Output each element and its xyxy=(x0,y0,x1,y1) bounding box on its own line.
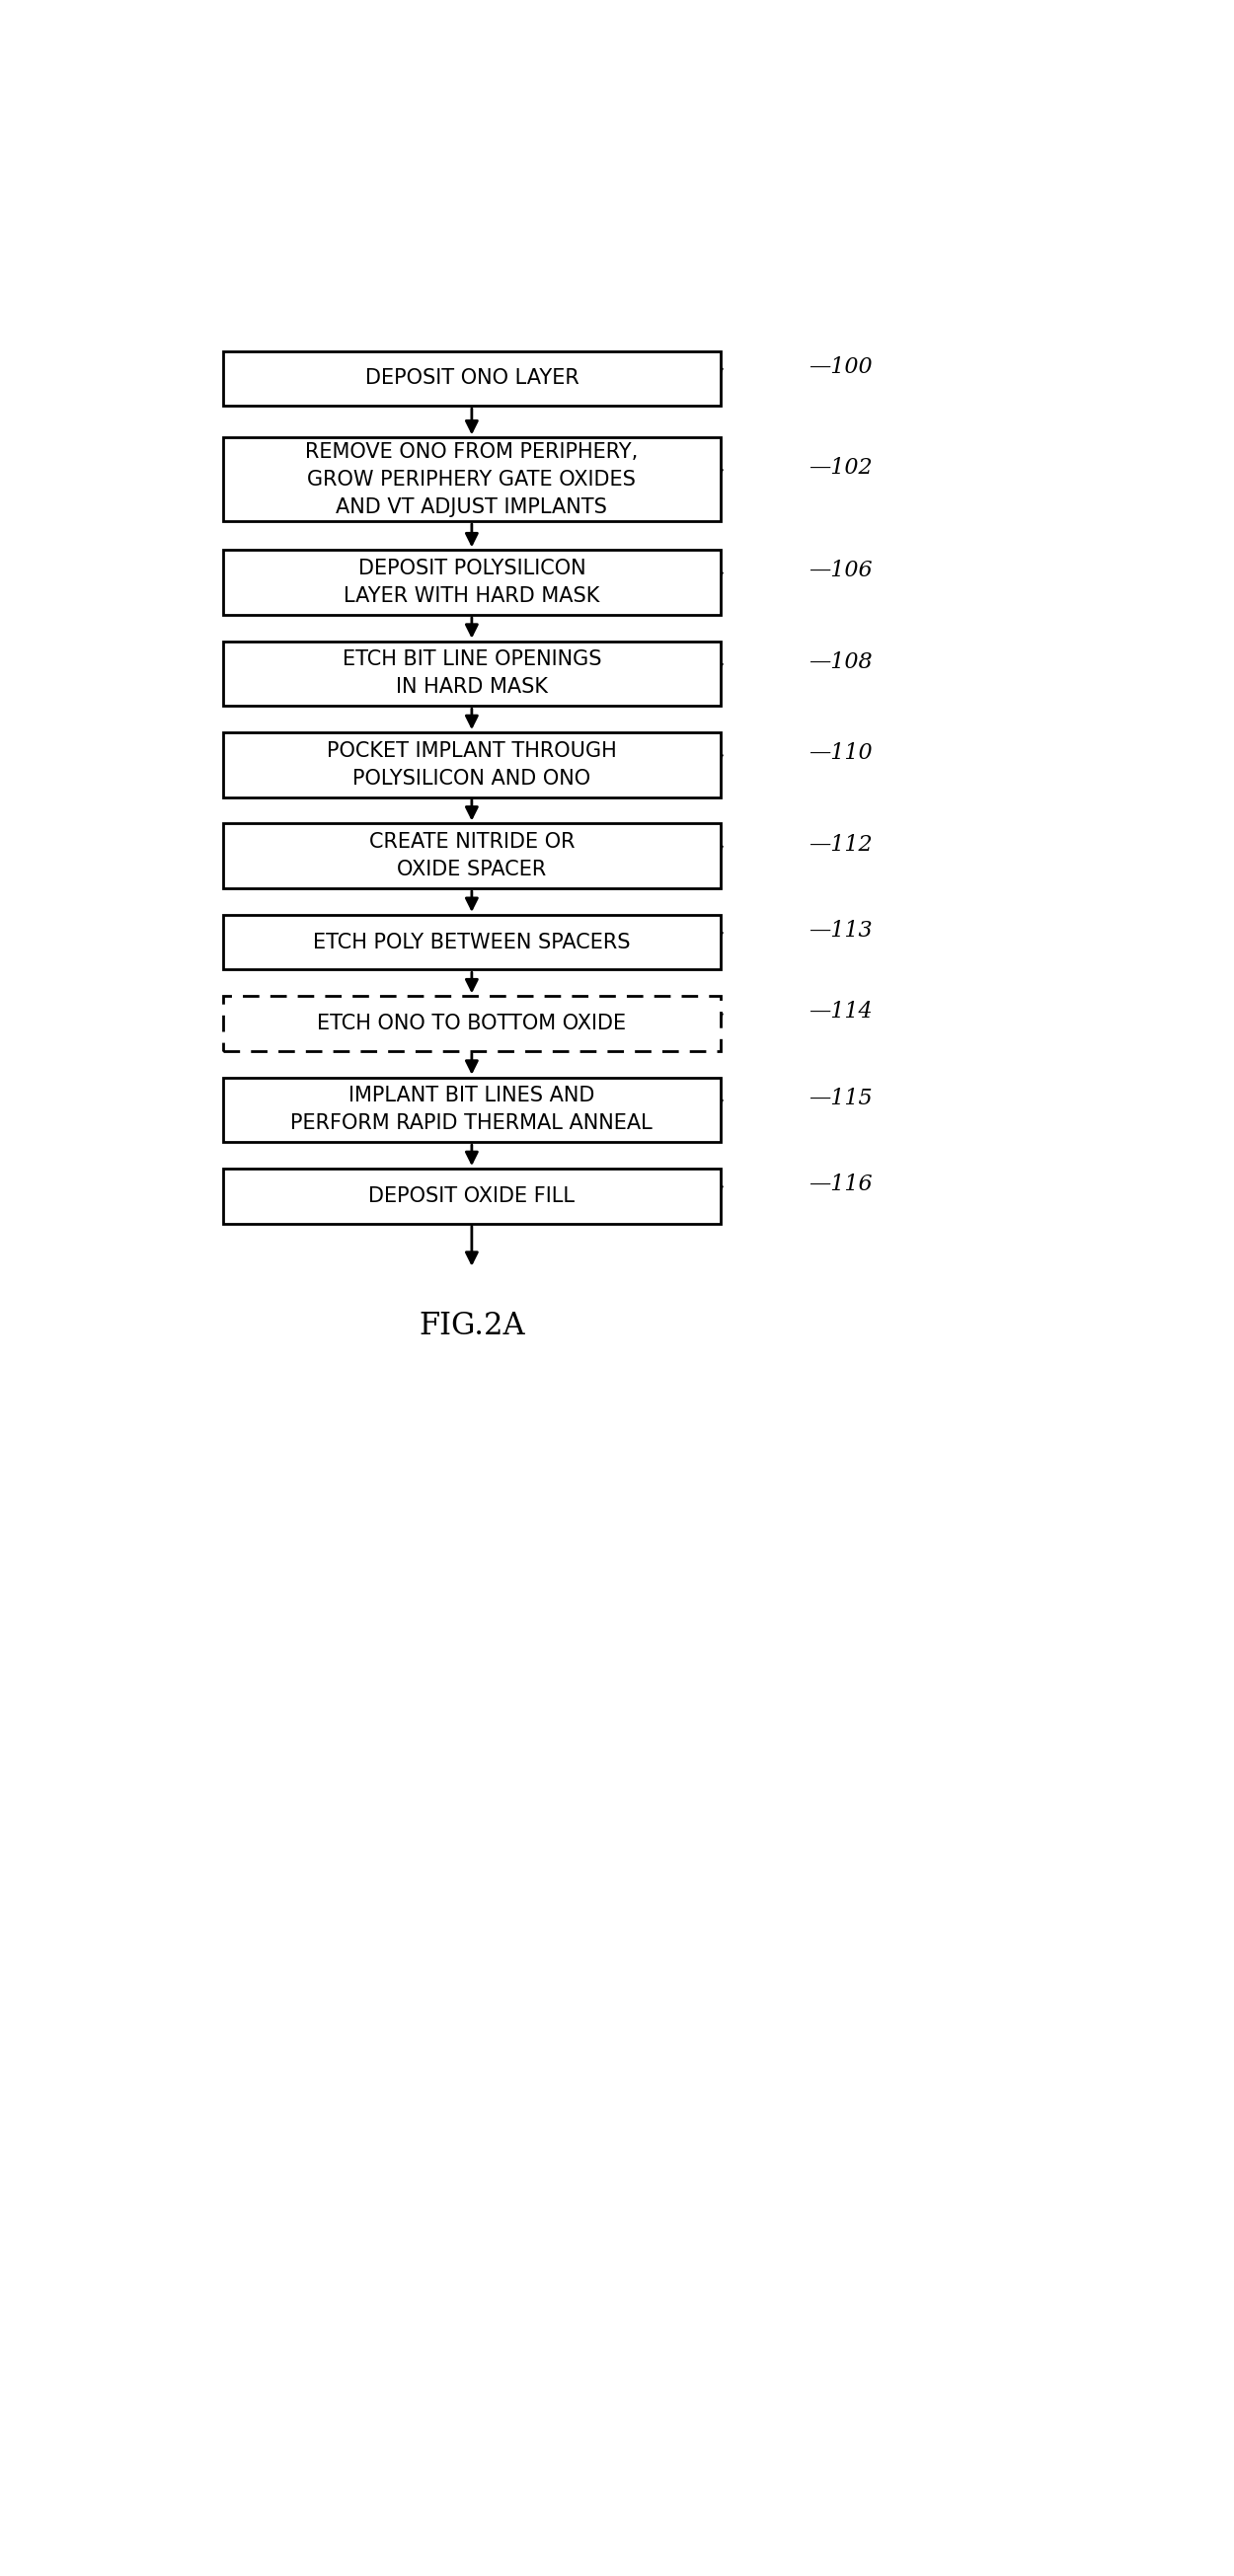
Bar xyxy=(223,551,721,616)
Text: POCKET IMPLANT THROUGH
POLYSILICON AND ONO: POCKET IMPLANT THROUGH POLYSILICON AND O… xyxy=(327,742,617,788)
Text: —112: —112 xyxy=(808,835,872,855)
Bar xyxy=(223,824,721,889)
Text: DEPOSIT OXIDE FILL: DEPOSIT OXIDE FILL xyxy=(369,1185,575,1206)
Text: DEPOSIT POLYSILICON
LAYER WITH HARD MASK: DEPOSIT POLYSILICON LAYER WITH HARD MASK xyxy=(344,559,600,605)
Text: —116: —116 xyxy=(808,1175,872,1195)
Text: REMOVE ONO FROM PERIPHERY,
GROW PERIPHERY GATE OXIDES
AND VT ADJUST IMPLANTS: REMOVE ONO FROM PERIPHERY, GROW PERIPHER… xyxy=(305,443,638,518)
Bar xyxy=(223,641,721,706)
Bar xyxy=(223,914,721,969)
Text: DEPOSIT ONO LAYER: DEPOSIT ONO LAYER xyxy=(365,368,579,389)
Text: IMPLANT BIT LINES AND
PERFORM RAPID THERMAL ANNEAL: IMPLANT BIT LINES AND PERFORM RAPID THER… xyxy=(291,1087,653,1133)
Text: ETCH ONO TO BOTTOM OXIDE: ETCH ONO TO BOTTOM OXIDE xyxy=(317,1012,627,1033)
Bar xyxy=(223,1077,721,1141)
Bar xyxy=(223,732,721,796)
Bar xyxy=(223,997,721,1051)
Text: FIG.2A: FIG.2A xyxy=(418,1311,524,1342)
Text: —113: —113 xyxy=(808,920,872,943)
Text: —102: —102 xyxy=(808,456,872,479)
Text: ETCH BIT LINE OPENINGS
IN HARD MASK: ETCH BIT LINE OPENINGS IN HARD MASK xyxy=(342,649,601,698)
Bar xyxy=(223,1170,721,1224)
Bar xyxy=(223,438,721,520)
Bar xyxy=(223,350,721,404)
Text: —100: —100 xyxy=(808,355,872,379)
Text: —115: —115 xyxy=(808,1087,872,1110)
Text: —108: —108 xyxy=(808,652,872,672)
Text: —114: —114 xyxy=(808,1002,872,1023)
Text: —110: —110 xyxy=(808,742,872,765)
Text: ETCH POLY BETWEEN SPACERS: ETCH POLY BETWEEN SPACERS xyxy=(313,933,631,953)
Text: CREATE NITRIDE OR
OXIDE SPACER: CREATE NITRIDE OR OXIDE SPACER xyxy=(369,832,575,878)
Text: —106: —106 xyxy=(808,559,872,582)
